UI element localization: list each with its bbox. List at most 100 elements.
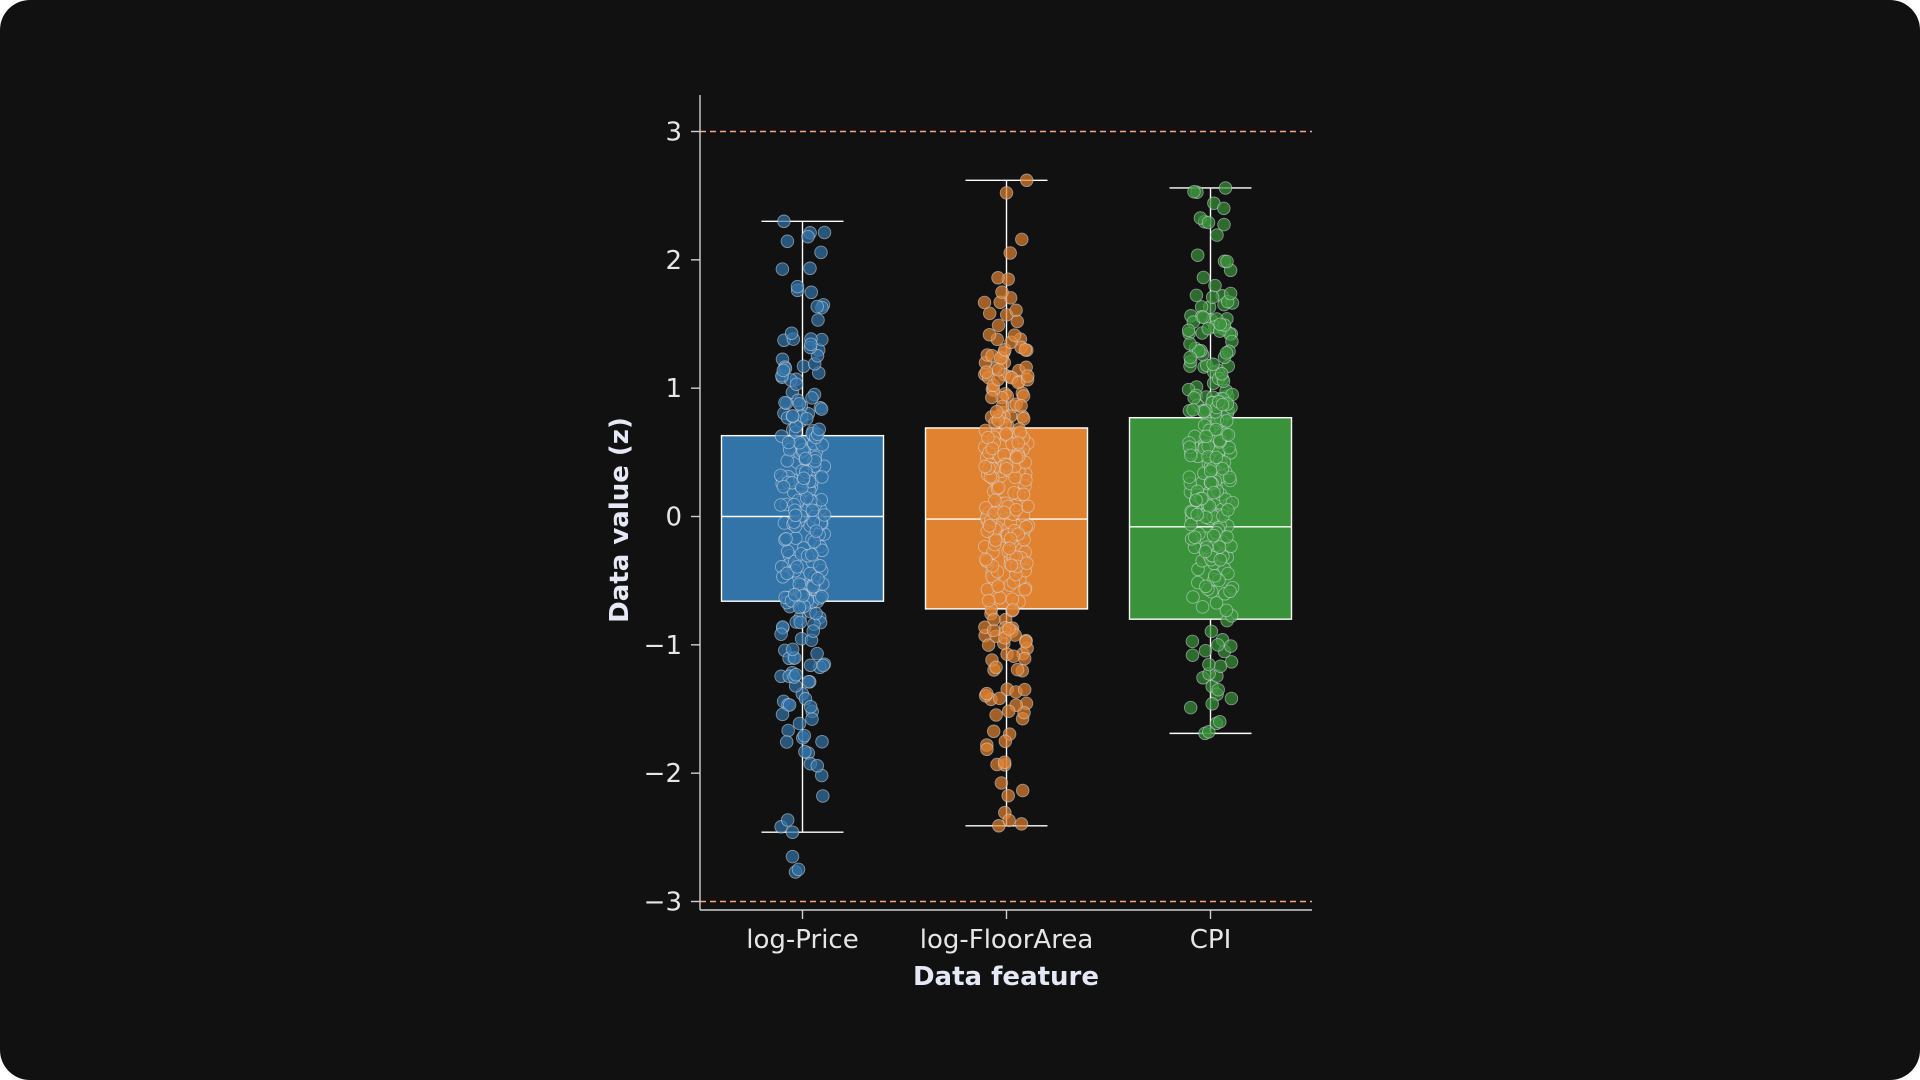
- data-point: [979, 365, 994, 379]
- data-point: [793, 615, 808, 630]
- data-point: [979, 552, 993, 567]
- data-point: [1185, 634, 1200, 649]
- data-point: [1016, 487, 1031, 502]
- data-point: [777, 214, 791, 229]
- data-point: [1002, 813, 1016, 828]
- data-point: [980, 686, 994, 701]
- data-point: [810, 299, 824, 314]
- data-point: [991, 579, 1005, 593]
- data-point: [1221, 503, 1235, 517]
- data-point: [792, 716, 807, 731]
- data-point: [775, 262, 790, 276]
- data-point: [1206, 357, 1220, 372]
- data-point: [1221, 428, 1236, 442]
- data-point: [787, 587, 802, 602]
- data-point: [781, 435, 796, 450]
- data-point: [997, 505, 1011, 520]
- data-point: [1220, 530, 1234, 544]
- data-point: [1010, 314, 1025, 329]
- x-tick-label: CPI: [1190, 925, 1232, 955]
- y-tick-label: 3: [665, 118, 682, 148]
- y-tick-label: 1: [665, 374, 682, 404]
- data-point: [800, 411, 814, 426]
- data-point: [995, 285, 1009, 299]
- data-point: [1006, 649, 1021, 663]
- data-point: [1009, 503, 1024, 517]
- data-point: [1021, 499, 1035, 514]
- data-point: [1211, 638, 1225, 652]
- data-point: [987, 612, 1001, 627]
- data-point: [1209, 450, 1224, 465]
- x-axis-title: Data feature: [913, 962, 1099, 992]
- data-point: [1187, 184, 1201, 199]
- data-point: [1205, 290, 1220, 304]
- data-point: [809, 524, 823, 538]
- data-point: [1015, 783, 1030, 798]
- y-tick-label: −3: [644, 888, 682, 918]
- data-point: [1185, 648, 1200, 662]
- data-point: [1223, 286, 1238, 301]
- data-point: [806, 624, 820, 638]
- data-point: [805, 391, 819, 405]
- data-point: [1219, 603, 1234, 618]
- data-point: [780, 454, 794, 468]
- data-point: [1199, 429, 1213, 444]
- data-point: [801, 674, 816, 689]
- data-point: [1198, 643, 1213, 658]
- data-point: [1010, 662, 1025, 677]
- data-point: [817, 508, 832, 522]
- data-point: [1202, 725, 1216, 739]
- strip-points-0: [773, 214, 832, 879]
- data-point: [815, 470, 829, 484]
- data-point: [1217, 201, 1231, 216]
- strip-points-1: [977, 173, 1036, 833]
- data-point: [789, 377, 804, 391]
- data-point: [1011, 436, 1025, 450]
- data-point: [1210, 228, 1224, 242]
- data-point: [1186, 403, 1200, 417]
- data-point: [817, 225, 832, 240]
- data-point: [1213, 317, 1227, 331]
- data-point: [1003, 246, 1017, 260]
- data-point: [982, 327, 997, 342]
- data-point: [1021, 369, 1035, 383]
- data-point: [1213, 714, 1227, 729]
- data-point: [1213, 659, 1228, 673]
- data-point: [801, 229, 815, 244]
- data-point: [1207, 485, 1221, 500]
- data-point: [992, 691, 1007, 706]
- data-point: [785, 642, 800, 657]
- data-point: [812, 422, 826, 437]
- data-point: [788, 508, 803, 523]
- data-point: [1201, 215, 1216, 230]
- data-point: [780, 234, 795, 249]
- data-point: [778, 395, 792, 410]
- data-point: [1014, 817, 1029, 831]
- x-tick-label: log-FloorArea: [920, 925, 1094, 955]
- data-point: [1015, 232, 1029, 247]
- data-point: [1204, 624, 1219, 639]
- axes-layer: 3 2 1 0 −1 −2 −3 log-Price log-FloorArea CPI: [644, 95, 1312, 955]
- outlier-point: [791, 862, 806, 877]
- data-point: [1014, 399, 1028, 413]
- data-point: [815, 589, 829, 604]
- data-point: [1006, 603, 1020, 617]
- data-point: [805, 503, 820, 518]
- data-point: [998, 734, 1013, 749]
- data-point: [1215, 397, 1230, 412]
- data-point: [1209, 596, 1224, 610]
- data-point: [994, 776, 1009, 790]
- data-point: [1213, 553, 1228, 567]
- data-point: [804, 285, 819, 300]
- data-point: [1206, 528, 1221, 543]
- data-point: [985, 441, 1000, 456]
- y-axis-title: Data value (z): [605, 417, 635, 623]
- data-point: [779, 532, 793, 546]
- data-point: [781, 723, 795, 738]
- data-point: [992, 591, 1007, 605]
- data-point: [1184, 448, 1198, 463]
- data-point: [989, 404, 1004, 419]
- data-point: [776, 363, 791, 378]
- data-point: [1222, 470, 1237, 485]
